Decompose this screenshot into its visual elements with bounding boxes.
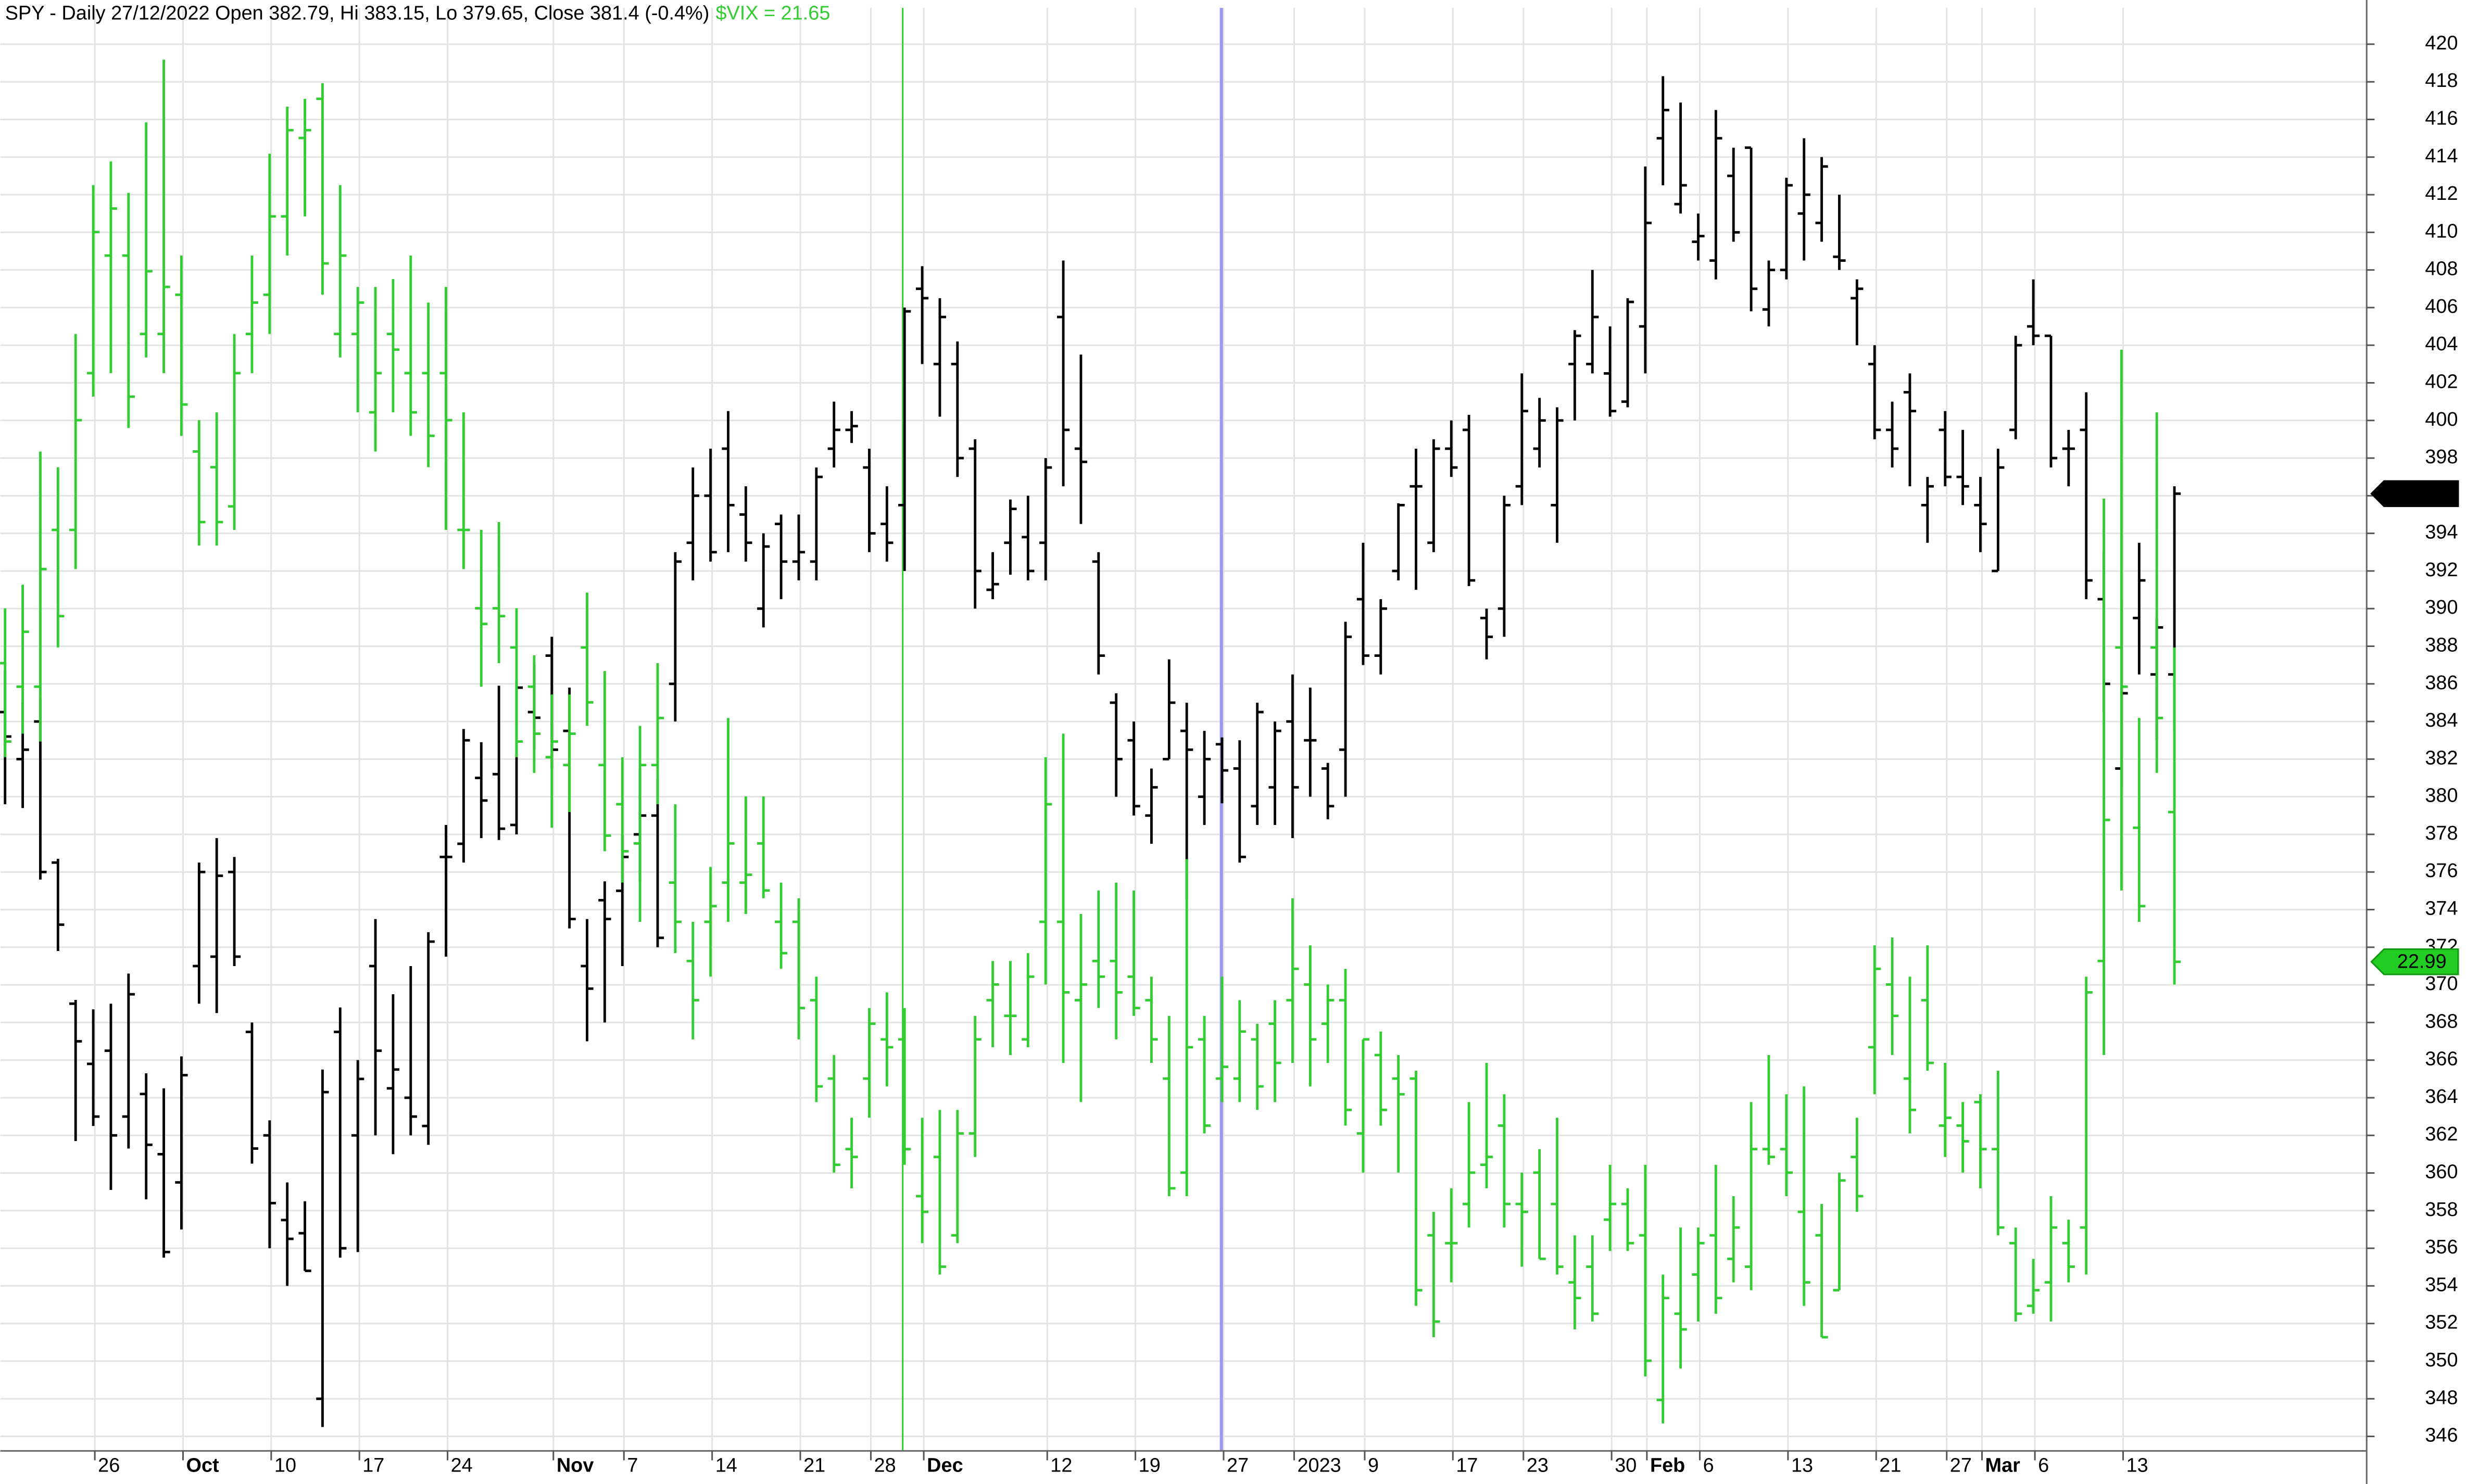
y-tick-label: 380 — [2425, 785, 2458, 807]
y-tick-label: 414 — [2425, 145, 2458, 167]
x-tick-label: 17 — [1456, 1455, 1478, 1477]
grid — [0, 8, 2367, 1451]
y-tick-label: 410 — [2425, 220, 2458, 242]
y-tick-label: 356 — [2425, 1236, 2458, 1258]
y-tick-label: 364 — [2425, 1086, 2458, 1108]
header-subtitle: $VIX = 21.65 — [715, 2, 830, 24]
y-tick-label: 378 — [2425, 822, 2458, 844]
x-tick-label: 2023 — [1298, 1455, 1341, 1477]
x-tick-label: 19 — [1139, 1455, 1161, 1477]
y-tick-label: 404 — [2425, 333, 2458, 355]
y-tick-label: 400 — [2425, 409, 2458, 430]
x-tick-label: 30 — [1615, 1455, 1637, 1477]
x-tick-label: 7 — [627, 1455, 638, 1477]
x-tick-label: Mar — [1985, 1455, 2021, 1477]
x-tick-label: 12 — [1050, 1455, 1072, 1477]
y-tick-label: 346 — [2425, 1425, 2458, 1447]
x-tick-label: 26 — [98, 1455, 120, 1477]
x-tick-label: 27 — [1950, 1455, 1972, 1477]
y-tick-label: 358 — [2425, 1199, 2458, 1221]
y-tick-label: 416 — [2425, 107, 2458, 129]
x-tick-label: 23 — [1527, 1455, 1549, 1477]
header: SPY - Daily 27/12/2022 Open 382.79, Hi 3… — [5, 2, 830, 24]
y-tick-label: 418 — [2425, 70, 2458, 92]
x-tick-label: 6 — [2038, 1455, 2049, 1477]
y-tick-label: 408 — [2425, 258, 2458, 280]
y-tick-label: 386 — [2425, 672, 2458, 694]
header-title: SPY - Daily 27/12/2022 Open 382.79, Hi 3… — [5, 2, 710, 24]
x-tick-label: Nov — [557, 1455, 594, 1477]
y-tick-label: 360 — [2425, 1161, 2458, 1183]
y-tick-label: 366 — [2425, 1048, 2458, 1070]
y-tick-label: 376 — [2425, 860, 2458, 882]
x-tick-label: 9 — [1368, 1455, 1379, 1477]
y-tick-label: 354 — [2425, 1274, 2458, 1296]
last-value-box — [2370, 948, 2459, 975]
y-tick-label: 384 — [2425, 709, 2458, 731]
last-value-box — [2370, 480, 2459, 508]
x-tick-label: Dec — [927, 1455, 963, 1477]
y-tick-label: 374 — [2425, 898, 2458, 920]
y-tick-label: 352 — [2425, 1312, 2458, 1334]
x-tick-label: 6 — [1703, 1455, 1714, 1477]
y-tick-label: 394 — [2425, 522, 2458, 543]
x-tick-label: 27 — [1227, 1455, 1249, 1477]
x-tick-label: 17 — [362, 1455, 384, 1477]
bars — [0, 59, 2181, 1427]
x-tick-label: 10 — [274, 1455, 296, 1477]
y-tick-label: 398 — [2425, 446, 2458, 468]
x-tick-label: 13 — [1791, 1455, 1813, 1477]
y-tick-label: 412 — [2425, 183, 2458, 205]
x-tick-label: 21 — [803, 1455, 825, 1477]
x-tick-label: 14 — [715, 1455, 737, 1477]
y-tick-label: 382 — [2425, 747, 2458, 769]
y-tick-label: 392 — [2425, 559, 2458, 581]
x-tick-label: 21 — [1879, 1455, 1901, 1477]
x-tick-label: Feb — [1650, 1455, 1685, 1477]
x-tick-label: 24 — [451, 1455, 473, 1477]
y-tick-label: 350 — [2425, 1349, 2458, 1371]
y-tick-label: 348 — [2425, 1387, 2458, 1409]
y-tick-label: 388 — [2425, 635, 2458, 656]
y-tick-label: 406 — [2425, 296, 2458, 318]
last-value-label: 22.99 — [2397, 950, 2447, 972]
x-tick-label: 28 — [874, 1455, 896, 1477]
x-tick-label: 13 — [2126, 1455, 2148, 1477]
axes: 346 348 350 352 354 356 358 360 362 364 366 368 370 3… — [94, 32, 2459, 1477]
y-tick-label: 402 — [2425, 371, 2458, 392]
x-tick-label: Oct — [186, 1455, 220, 1477]
y-tick-label: 420 — [2425, 32, 2458, 54]
y-tick-label: 362 — [2425, 1123, 2458, 1145]
last-value-label: 396.11 — [2393, 483, 2451, 504]
y-tick-label: 368 — [2425, 1010, 2458, 1032]
y-tick-label: 370 — [2425, 973, 2458, 995]
y-tick-label: 390 — [2425, 597, 2458, 618]
